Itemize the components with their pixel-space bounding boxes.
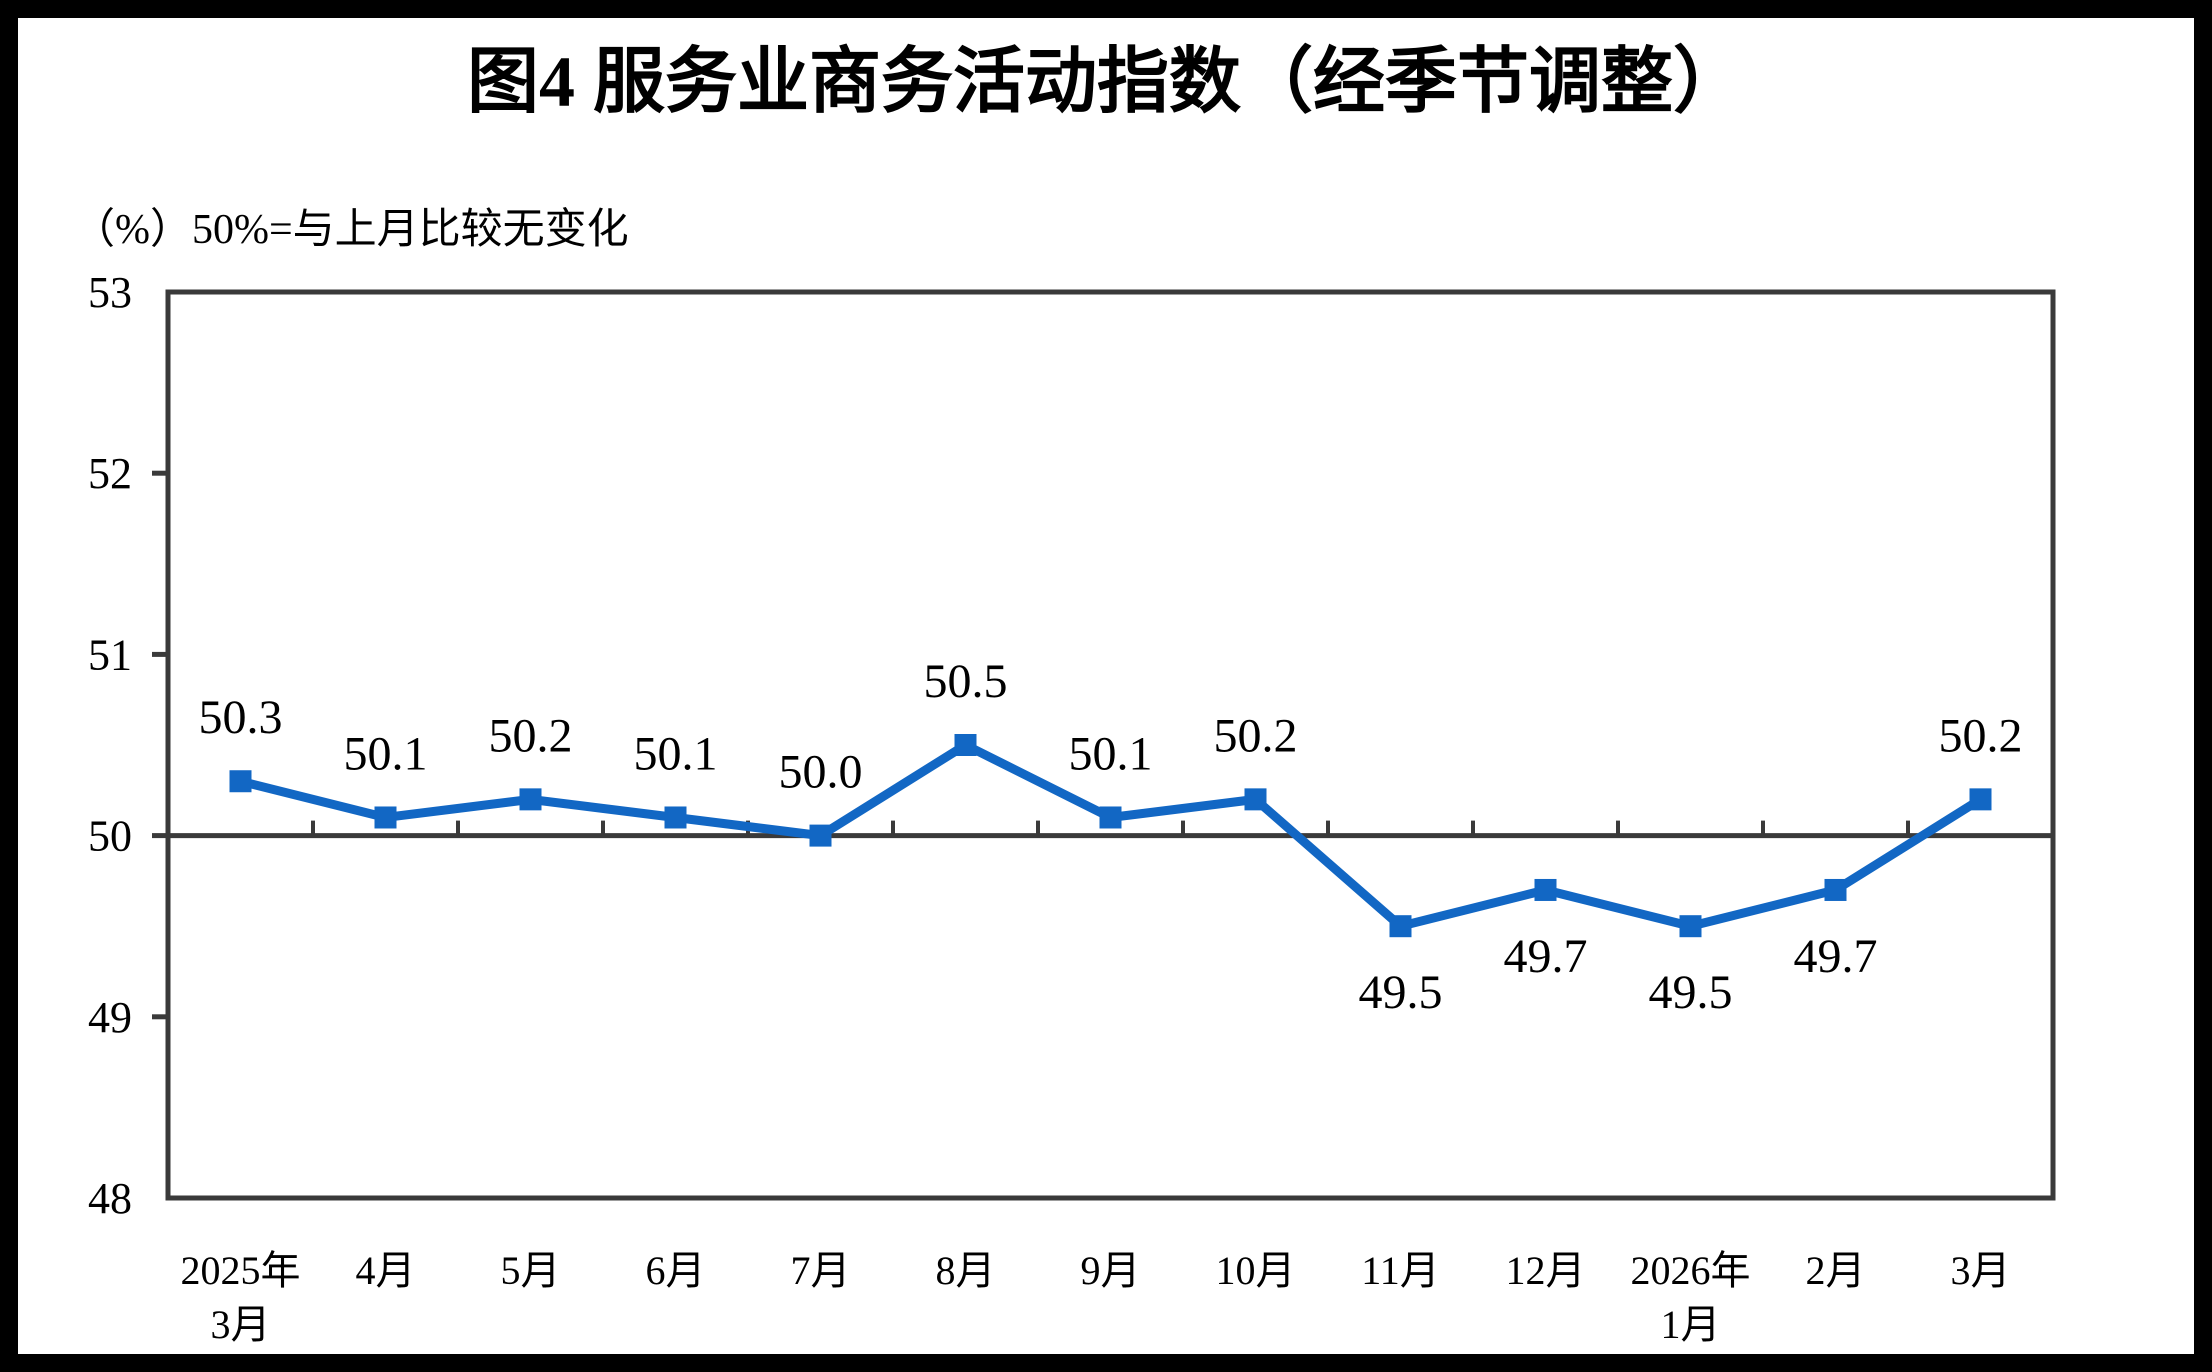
data-point-label: 50.2 xyxy=(1214,709,1298,762)
data-point-marker xyxy=(809,824,832,847)
data-point-marker xyxy=(1679,915,1702,938)
services-business-activity-line-chart: 图4 服务业商务活动指数（经季节调整） （%）50%=与上月比较无变化 48 49… xyxy=(73,42,2056,1347)
axis-unit-note: （%）50%=与上月比较无变化 xyxy=(73,206,629,253)
data-point-label: 50.1 xyxy=(1069,727,1153,780)
x-axis-label: 2026年 xyxy=(1631,1248,1751,1293)
x-axis-label: 10月 xyxy=(1216,1248,1296,1293)
x-axis-label: 4月 xyxy=(356,1248,416,1293)
data-point-label: 49.7 xyxy=(1504,930,1588,983)
y-axis-label: 51 xyxy=(88,630,132,679)
data-point-label: 50.2 xyxy=(1939,709,2023,762)
data-point-label: 50.3 xyxy=(199,691,283,744)
y-axis-label: 48 xyxy=(88,1174,132,1223)
x-axis-label: 11月 xyxy=(1361,1248,1440,1293)
x-axis-label: 3月 xyxy=(211,1302,271,1347)
data-point-label: 50.0 xyxy=(779,746,863,799)
x-axis-label: 1月 xyxy=(1661,1302,1721,1347)
data-point-marker xyxy=(954,734,977,756)
data-point-marker xyxy=(1099,806,1122,829)
data-point-marker xyxy=(1824,878,1847,901)
data-point-label: 50.1 xyxy=(634,727,718,780)
data-point-label: 49.7 xyxy=(1794,930,1878,983)
x-axis-label: 12月 xyxy=(1506,1248,1586,1293)
x-axis-label: 5月 xyxy=(501,1248,561,1293)
data-point-marker xyxy=(1244,788,1267,811)
data-point-label: 49.5 xyxy=(1359,966,1443,1019)
y-axis-label: 50 xyxy=(88,812,132,861)
chart-title: 图4 服务业商务活动指数（经季节调整） xyxy=(467,42,1745,122)
y-axis-label: 49 xyxy=(88,993,132,1042)
x-axis-label: 6月 xyxy=(646,1248,706,1293)
data-point-marker xyxy=(1534,878,1557,901)
data-point-marker xyxy=(229,770,252,793)
data-point-label: 50.2 xyxy=(489,709,573,762)
data-point-label: 49.5 xyxy=(1649,966,1733,1019)
x-axis-label: 8月 xyxy=(936,1248,996,1293)
data-point-marker xyxy=(1389,915,1412,938)
data-point-marker xyxy=(1969,788,1992,811)
data-point-marker xyxy=(374,806,397,829)
x-axis-label: 7月 xyxy=(791,1248,851,1293)
data-point-marker xyxy=(519,788,542,811)
data-point-label: 50.1 xyxy=(344,727,428,780)
x-axis-label: 9月 xyxy=(1081,1248,1141,1293)
data-point-label: 50.5 xyxy=(924,655,1008,708)
y-axis-label: 53 xyxy=(88,268,132,317)
plot-area: 48 49 50 51 52 53 2025年 3月 4月 5月 6月 7月 8月 9月 10月 11月 12月… xyxy=(88,268,2056,1347)
x-axis-label: 3月 xyxy=(1951,1248,2011,1293)
x-axis-label: 2月 xyxy=(1806,1248,1866,1293)
y-axis-label: 52 xyxy=(88,449,132,498)
plot-border xyxy=(165,289,2056,1201)
data-point-marker xyxy=(664,806,687,829)
x-axis-label: 2025年 xyxy=(181,1248,301,1293)
